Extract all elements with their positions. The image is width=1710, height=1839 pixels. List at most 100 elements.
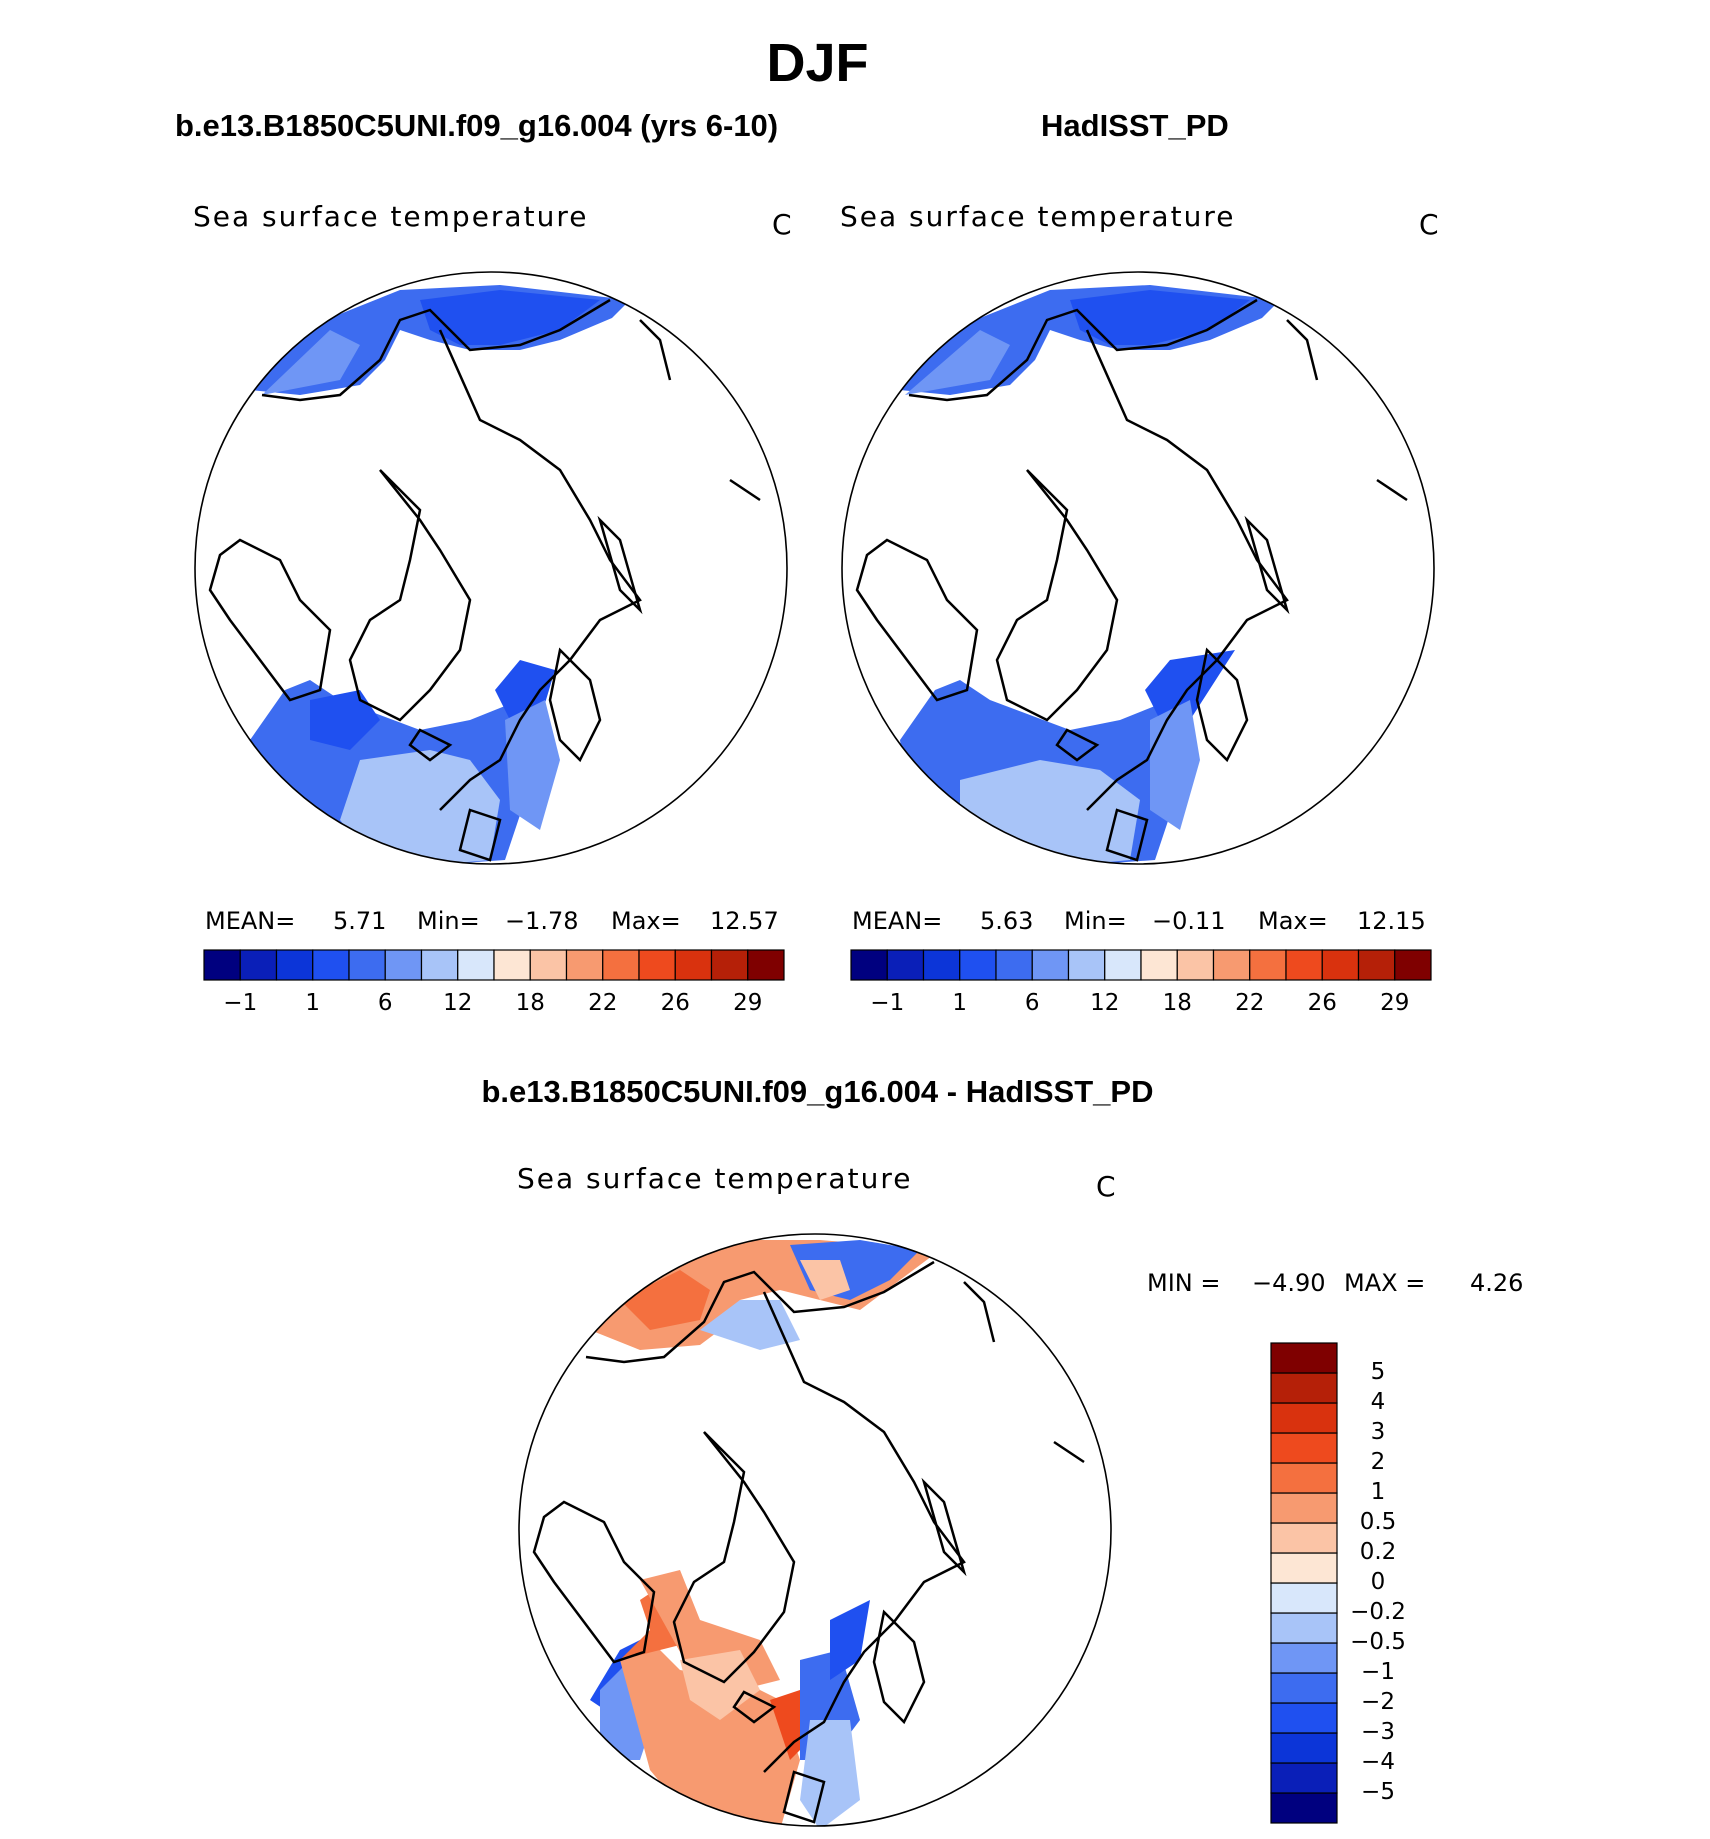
diff-colorbar-swatch [1270,1762,1338,1794]
right-mean-value: 5.63 [980,907,1034,935]
diff-colorbar-swatch [1270,1642,1338,1674]
left-colorbar-tick-label: 1 [305,990,321,1016]
figure-title: DJF [766,33,869,93]
right-min-label: Min= [1064,907,1127,935]
right-variable-label: Sea surface temperature [840,200,1236,233]
left-sst-field [250,285,630,864]
left-colorbar-ticks: −1 1 6 12 18 22 26 29 [204,990,784,1020]
diff-colorbar-tick-label: −1 [1361,1659,1395,1685]
left-colorbar-swatch [384,949,423,981]
diff-panel-title: b.e13.B1850C5UNI.f09_g16.004 - HadISST_P… [481,1074,1154,1109]
diff-colorbar-tick-label: 3 [1370,1419,1386,1445]
diff-min-label: MIN = [1147,1269,1221,1297]
left-colorbar-swatch [457,949,495,981]
diff-colorbar-swatch [1270,1492,1338,1524]
diff-colorbar-swatch [1270,1792,1338,1824]
right-max-value: 12.15 [1357,907,1426,935]
left-coastlines [194,271,788,865]
right-colorbar-swatch [1031,949,1070,981]
diff-colorbar-tick-label: 4 [1370,1389,1386,1415]
left-colorbar-swatch [312,949,350,981]
left-colorbar-swatch [420,949,459,981]
diff-colorbar-tick-label: 5 [1370,1359,1386,1385]
right-colorbar-tick-label: 26 [1307,990,1337,1016]
diff-colorbar [1270,1342,1338,1824]
diff-colorbar-tick-label: 0.2 [1359,1539,1397,1565]
right-colorbar-tick-label: −1 [870,990,905,1016]
diff-colorbar-swatch [1270,1342,1338,1374]
diff-colorbar-swatch [1270,1522,1338,1554]
diff-colorbar-swatch [1270,1582,1338,1614]
right-colorbar-swatch [1249,949,1287,981]
left-colorbar-tick-label: 26 [660,990,690,1016]
diff-min-value: −4.90 [1252,1269,1326,1297]
right-min-value: −0.11 [1152,907,1226,935]
left-mean-value: 5.71 [333,907,387,935]
right-colorbar-tick-label: 18 [1162,990,1192,1016]
left-colorbar-swatch [275,949,314,981]
right-colorbar-swatch [1212,949,1251,981]
diff-colorbar-tick-label: −0.5 [1350,1629,1406,1655]
right-colorbar-swatch [922,949,961,981]
left-colorbar-tick-label: 12 [443,990,473,1016]
right-colorbar-swatch [1140,949,1178,981]
diff-colorbar-swatch [1270,1372,1338,1404]
diff-colorbar-swatch [1270,1552,1338,1584]
diff-max-value: 4.26 [1470,1269,1524,1297]
diff-variable-label: Sea surface temperature [517,1162,913,1195]
diff-colorbar-tick-label: −4 [1361,1749,1395,1775]
diff-colorbar-ticks: −5 −4 −3 −2 −1 −0.5 −0.2 0 0.2 0.5 1 2 3 4 5 [1350,1343,1470,1823]
right-colorbar-swatch [1285,949,1323,981]
right-colorbar-tick-label: 22 [1235,990,1265,1016]
right-colorbar [850,949,1432,981]
diff-units-label: C [1096,1170,1118,1203]
right-colorbar-swatch [1176,949,1215,981]
left-colorbar-tick-label: 29 [733,990,763,1016]
diff-colorbar-tick-label: −3 [1361,1719,1395,1745]
left-colorbar-swatch [239,949,278,981]
left-colorbar-swatch [203,949,241,981]
left-colorbar-tick-label: 6 [377,990,393,1016]
diff-colorbar-swatch [1270,1702,1338,1734]
diff-colorbar-tick-label: 1 [1370,1479,1386,1505]
left-colorbar-tick-label: −1 [223,990,258,1016]
right-sst-field [900,285,1280,864]
left-colorbar-swatch [638,949,676,981]
right-colorbar-tick-label: 29 [1380,990,1410,1016]
right-max-label: Max= [1258,907,1328,935]
left-colorbar-swatch [493,949,531,981]
diff-sst-field [590,1240,940,1826]
diff-max-label: MAX = [1344,1269,1426,1297]
left-max-value: 12.57 [710,907,779,935]
right-colorbar-swatch [959,949,997,981]
left-colorbar-swatch [674,949,713,981]
left-colorbar-tick-label: 22 [588,990,618,1016]
right-colorbar-ticks: −1 1 6 12 18 22 26 29 [851,990,1431,1020]
right-mean-label: MEAN= [852,907,943,935]
left-variable-label: Sea surface temperature [193,200,589,233]
diff-colorbar-swatch [1270,1672,1338,1704]
diff-colorbar-tick-label: −5 [1361,1779,1395,1805]
left-colorbar-swatch [747,949,785,981]
left-min-value: −1.78 [505,907,579,935]
left-colorbar-swatch [529,949,568,981]
left-max-label: Max= [611,907,681,935]
right-colorbar-swatch [1067,949,1106,981]
right-colorbar-swatch [886,949,925,981]
diff-colorbar-tick-label: 0 [1370,1569,1386,1595]
left-colorbar-swatch [710,949,749,981]
left-colorbar [203,949,785,981]
diff-coastlines [518,1233,1112,1827]
left-colorbar-tick-label: 18 [515,990,545,1016]
left-mean-label: MEAN= [205,907,296,935]
diff-colorbar-swatch [1270,1612,1338,1644]
right-colorbar-swatch [995,949,1033,981]
diff-colorbar-swatch [1270,1402,1338,1434]
diff-colorbar-swatch [1270,1462,1338,1494]
right-colorbar-swatch [850,949,888,981]
left-min-label: Min= [417,907,480,935]
diff-colorbar-tick-label: 2 [1370,1449,1386,1475]
left-units-label: C [772,208,794,241]
right-colorbar-tick-label: 6 [1024,990,1040,1016]
diff-colorbar-swatch [1270,1732,1338,1764]
